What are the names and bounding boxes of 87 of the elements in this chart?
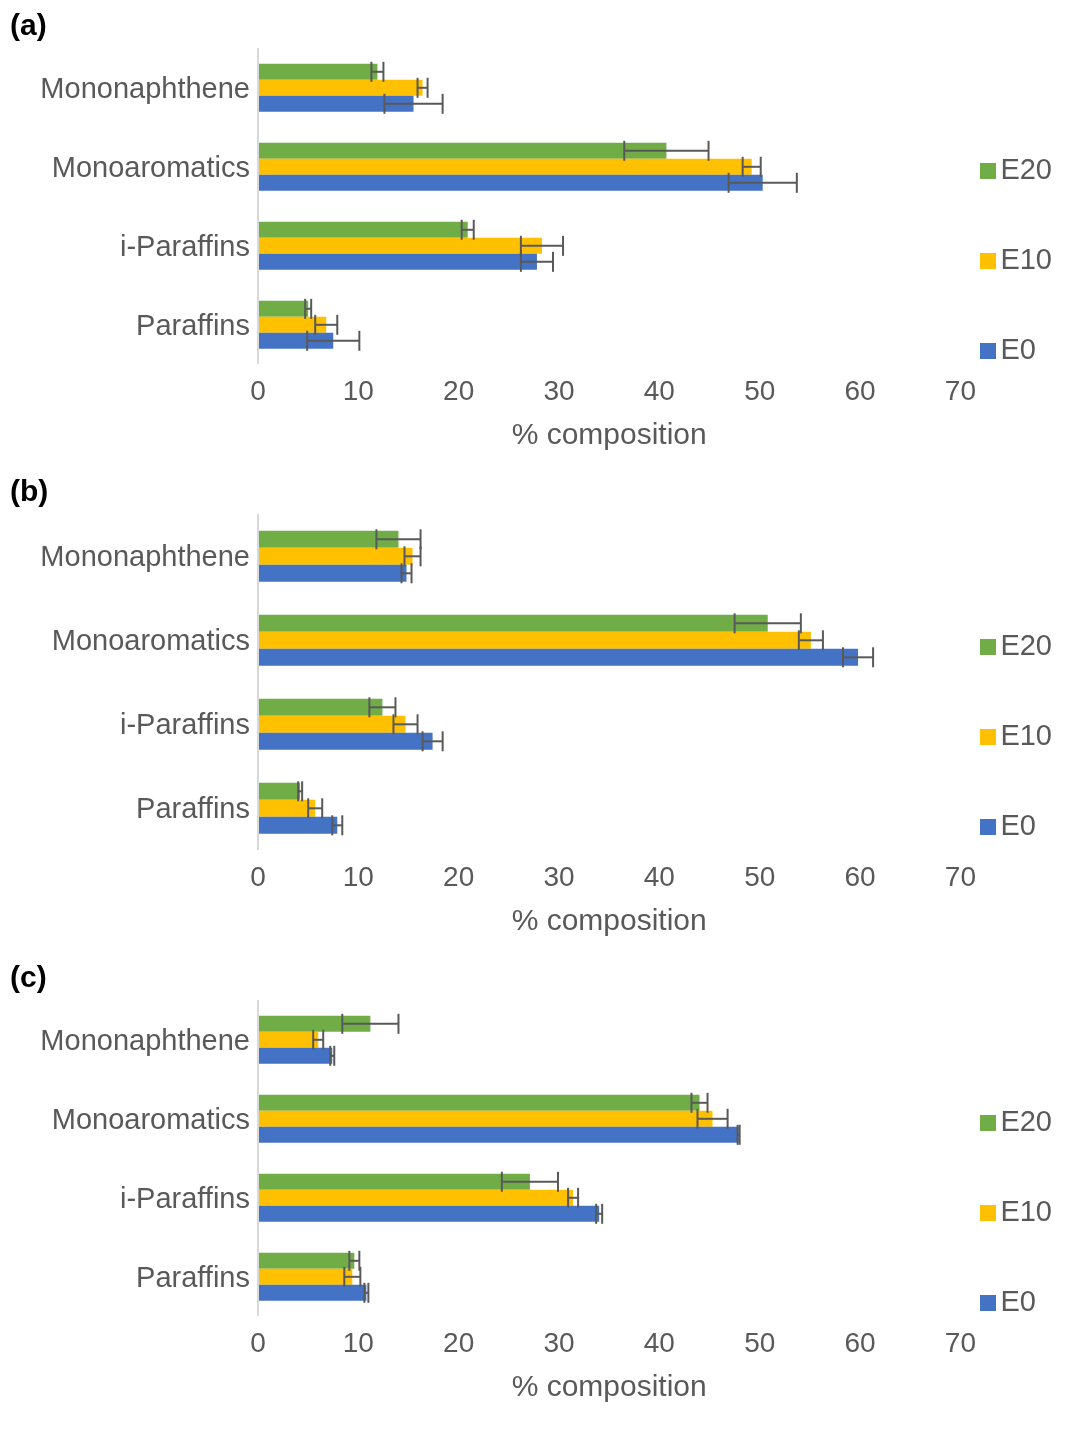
x-tick-label: 20: [443, 374, 475, 406]
bar: [258, 79, 423, 96]
legend-label: E20: [1000, 1105, 1052, 1137]
bar: [258, 253, 537, 270]
y-tick-label: Paraffins: [136, 308, 250, 341]
chart-title: (b): [9, 474, 50, 509]
x-axis-title: % composition: [511, 1369, 707, 1402]
bar: [258, 174, 763, 191]
bar: [258, 142, 667, 159]
x-tick-label: 50: [744, 860, 776, 892]
bar: [258, 1031, 319, 1048]
x-tick-label: 30: [543, 860, 575, 892]
x-tick-label: 70: [944, 1326, 976, 1358]
bar: [258, 648, 859, 666]
bar: [258, 631, 811, 649]
legend-label: E0: [1000, 809, 1036, 841]
x-axis-title: % composition: [511, 417, 707, 450]
bar: [258, 614, 768, 632]
chart-title: (a): [9, 8, 48, 43]
bar: [258, 1015, 371, 1032]
y-tick-label: i-Paraffins: [119, 229, 250, 262]
bar: [258, 1189, 574, 1206]
y-tick-label: Paraffins: [136, 792, 250, 825]
y-tick-label: Monoaromatics: [51, 624, 250, 657]
legend-label: E20: [1000, 153, 1052, 185]
bar: [258, 1126, 739, 1143]
x-tick-label: 40: [643, 860, 675, 892]
legend-label: E0: [1000, 1285, 1036, 1317]
x-tick-label: 10: [342, 860, 374, 892]
x-tick-label: 70: [944, 374, 976, 406]
bar: [258, 799, 316, 817]
y-tick-label: Mononaphthene: [40, 71, 250, 104]
x-tick-label: 30: [543, 1326, 575, 1358]
bar: [258, 1268, 353, 1285]
x-tick-label: 60: [844, 1326, 876, 1358]
x-tick-label: 10: [342, 1326, 374, 1358]
x-tick-label: 40: [643, 374, 675, 406]
bar: [258, 63, 378, 80]
x-tick-label: 70: [944, 860, 976, 892]
bar: [258, 1284, 367, 1301]
bar: [258, 300, 309, 317]
y-tick-label: Mononaphthene: [40, 1023, 250, 1056]
x-tick-label: 0: [250, 374, 266, 406]
x-tick-label: 30: [543, 374, 575, 406]
y-tick-label: i-Paraffins: [119, 1181, 250, 1214]
x-axis-title: % composition: [511, 903, 707, 936]
legend-label: E10: [1000, 243, 1052, 275]
x-tick-label: 10: [342, 374, 374, 406]
x-tick-label: 20: [443, 860, 475, 892]
bar: [258, 332, 334, 349]
bar: [258, 547, 413, 565]
bar: [258, 530, 399, 548]
x-tick-label: 60: [844, 374, 876, 406]
x-tick-label: 20: [443, 1326, 475, 1358]
legend-label: E0: [1000, 333, 1036, 365]
bar: [258, 564, 407, 582]
x-tick-label: 50: [744, 374, 776, 406]
bar: [258, 698, 383, 716]
bar: [258, 1094, 700, 1111]
bar: [258, 1173, 530, 1190]
y-tick-label: i-Paraffins: [119, 708, 250, 741]
bar: [258, 95, 414, 112]
y-tick-label: Paraffins: [136, 1260, 250, 1293]
legend-label: E20: [1000, 629, 1052, 661]
bar: [258, 1110, 713, 1127]
y-tick-label: Monoaromatics: [51, 150, 250, 183]
bar: [258, 782, 301, 800]
x-tick-label: 0: [250, 1326, 266, 1358]
bar: [258, 237, 542, 254]
x-tick-label: 40: [643, 1326, 675, 1358]
bar: [258, 732, 433, 750]
bar: [258, 1252, 355, 1269]
legend-label: E10: [1000, 719, 1052, 751]
bar: [258, 715, 406, 733]
bar: [258, 316, 327, 333]
x-tick-label: 0: [250, 860, 266, 892]
bar: [258, 1205, 600, 1222]
bar: [258, 816, 338, 834]
x-tick-label: 50: [744, 1326, 776, 1358]
legend-label: E10: [1000, 1195, 1052, 1227]
y-tick-label: Mononaphthene: [40, 540, 250, 573]
bar: [258, 1047, 333, 1064]
chart-title: (c): [9, 960, 48, 995]
bar: [258, 158, 752, 175]
x-tick-label: 60: [844, 860, 876, 892]
bar: [258, 221, 468, 238]
y-tick-label: Monoaromatics: [51, 1102, 250, 1135]
